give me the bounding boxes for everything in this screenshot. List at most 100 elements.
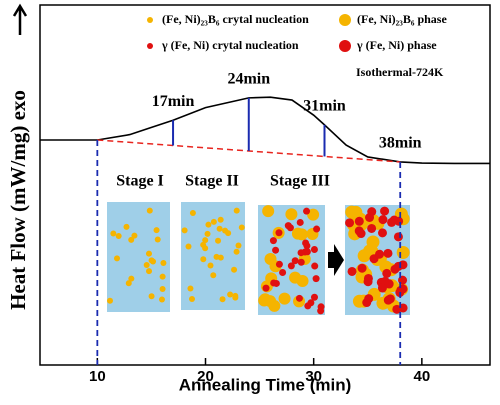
particle [362,298,372,308]
particle [207,262,214,269]
particle [217,216,224,223]
particle [296,274,309,287]
legend-label: γ (Fe, Ni) phase [356,38,437,52]
particle [307,299,315,307]
particle [159,285,166,292]
particle [153,227,160,234]
particle [114,255,121,262]
particle [125,280,132,287]
particle [150,258,157,265]
particle [264,295,277,308]
particle [275,260,283,268]
legend-marker [339,14,351,26]
particle [275,229,283,237]
heat-flow-curve [40,96,490,165]
particle [345,205,359,219]
particle [233,248,240,255]
particle [297,258,305,266]
particle [210,272,217,279]
particle [278,292,291,305]
x-tick-label: 40 [414,368,431,385]
particle [312,275,320,283]
particle [154,236,161,243]
particle [262,284,270,292]
legend-label: (Fe, Ni)₂₃B₆ phase [357,12,447,26]
particle [272,246,280,254]
particle [354,226,364,236]
particle [160,259,167,266]
particle [303,242,311,250]
particle [378,215,388,225]
particle [143,262,150,269]
particle [357,263,367,273]
particle [107,297,114,304]
particle [215,237,222,244]
particle [317,307,325,315]
note: Isothermal-724K [356,65,444,79]
x-axis-label: Annealing Time (min) [179,375,352,394]
particle [123,223,130,230]
x-tick-label: 20 [197,368,214,385]
x-tick-label: 10 [89,368,106,385]
stage-label: Stage II [185,173,239,190]
particle [383,295,393,305]
particle [383,248,393,258]
particle [225,230,232,237]
particle [380,206,390,216]
particle [303,207,311,215]
particle [185,243,192,250]
plot-frame [39,4,491,366]
legend-label: γ (Fe, Ni) crytal nucleation [161,38,299,52]
particle [131,232,138,239]
particle [287,262,295,270]
particle [187,285,194,292]
exo-arrow [12,3,28,35]
particle [363,277,373,287]
particle [347,266,357,276]
particle [295,294,303,302]
particle [382,268,392,278]
legend-label: (Fe, Ni)₂₃B₆ crytal nucleation [162,12,309,26]
particle [377,283,387,293]
particle [284,222,292,230]
particle [310,246,318,254]
particle [377,228,387,238]
particle [200,256,207,263]
particle [310,293,318,301]
particle [269,237,277,245]
particle [205,221,212,228]
stage-label: Stage III [270,173,330,190]
particle [219,296,226,303]
particle [291,257,299,265]
particle [145,250,152,257]
particle [262,205,275,218]
particle [238,224,245,231]
particle [146,268,153,275]
legend-marker [147,43,153,49]
particle [387,217,397,227]
particle [384,279,394,289]
particle [311,262,319,270]
particle [148,293,155,300]
time-label: 24min [227,71,270,88]
particle [295,228,308,241]
particle [285,208,298,221]
time-label: 38min [379,135,422,152]
particle [204,230,211,237]
particle [232,294,239,301]
particle [390,264,400,274]
particle [217,254,224,261]
time-label: 31min [303,98,346,115]
stage-arrow [328,244,344,276]
particle [297,249,305,257]
particle [200,241,207,248]
particle [375,249,385,259]
particle [354,216,364,226]
particle [189,209,196,216]
particle [296,218,304,226]
particle [363,244,377,258]
particle [128,275,135,282]
legend-marker [339,40,351,52]
particle [393,232,403,242]
